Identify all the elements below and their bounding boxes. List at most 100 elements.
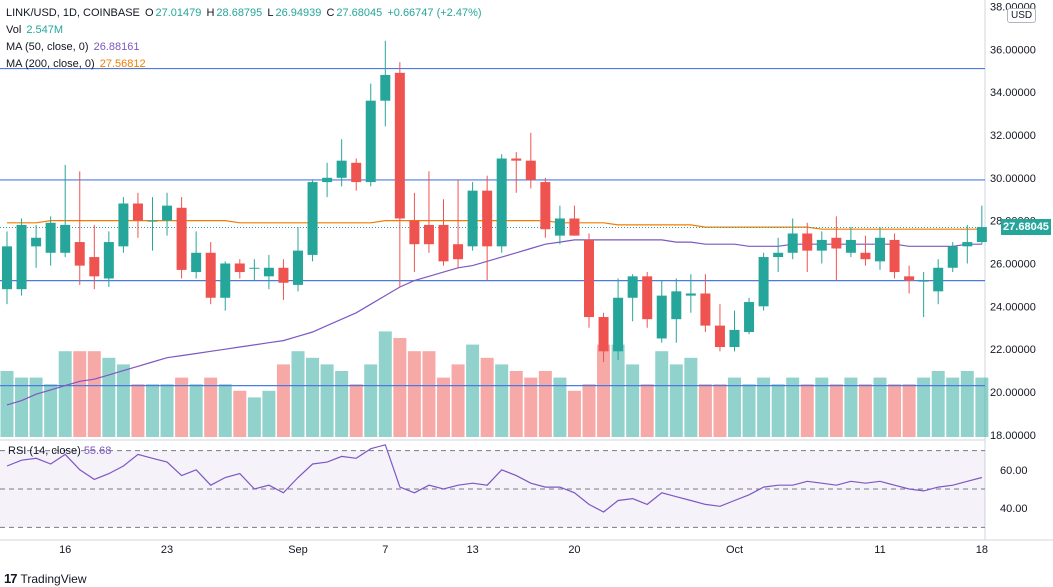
volume-bar	[306, 357, 320, 437]
volume-bar	[146, 384, 159, 437]
time-tick-label: Sep	[288, 544, 308, 556]
candle-body	[147, 220, 158, 222]
volume-bar	[87, 351, 101, 437]
candle-body	[2, 246, 12, 290]
candle-body	[453, 244, 464, 260]
candle-body	[176, 207, 187, 270]
volume-bar	[160, 384, 174, 437]
low-label: L	[267, 7, 274, 19]
tradingview-logo[interactable]: 17 TradingView	[4, 571, 87, 586]
tradingview-logo-text: TradingView	[20, 571, 87, 586]
candle-body	[205, 252, 216, 298]
candle-body	[423, 224, 434, 245]
rsi-pane	[0, 444, 985, 528]
candle-body	[584, 239, 594, 318]
candle-body	[976, 227, 987, 243]
rsi-tick-label: 40.00	[1000, 503, 1028, 515]
volume-bar	[495, 364, 509, 437]
price-tick-label: 32.00000	[990, 130, 1036, 142]
volume-bar	[276, 364, 290, 437]
volume-bar	[378, 331, 392, 437]
volume-bar	[597, 344, 611, 437]
candle-body	[962, 242, 973, 247]
axes: 38.0000036.0000034.0000032.0000030.00000…	[59, 1, 1036, 556]
volume-bars	[0, 331, 989, 437]
candle-body	[714, 325, 725, 348]
volume-bar	[626, 364, 640, 437]
symbol-label[interactable]: LINK/USD, 1D, COINBASE	[6, 7, 140, 19]
candle-body	[729, 329, 740, 348]
candle-body	[816, 239, 827, 251]
volume-bar	[960, 371, 974, 437]
candle-body	[103, 242, 114, 279]
ma50-value: 26.88161	[93, 41, 140, 53]
volume-bar	[131, 384, 145, 437]
volume-bar	[538, 371, 552, 437]
volume-bar	[669, 364, 683, 437]
candle-body	[613, 297, 624, 352]
candle-body	[773, 252, 784, 258]
candle-body	[16, 224, 27, 290]
volume-bar	[116, 364, 130, 437]
time-tick-label: 13	[466, 544, 478, 556]
candle-body	[132, 203, 143, 221]
legend-ohlc: LINK/USD, 1D, COINBASE O 27.01479 H 28.687…	[6, 6, 484, 20]
volume-bar	[786, 377, 800, 437]
candle-body	[947, 246, 958, 268]
high-value: 28.68795	[216, 7, 263, 19]
rsi-label: RSI (14, close)	[8, 445, 81, 457]
candle-body	[685, 293, 696, 296]
candle-body	[249, 267, 260, 269]
candle-body	[860, 252, 871, 260]
volume-bar	[771, 384, 785, 437]
tradingview-logo-icon: 17	[4, 571, 18, 586]
volume-bar	[320, 364, 334, 437]
volume-bar	[393, 338, 407, 437]
candle-body	[191, 252, 202, 273]
candle-body	[845, 239, 856, 253]
volume-bar	[233, 390, 247, 437]
volume-bar	[44, 384, 58, 437]
ma50-label: MA (50, close, 0)	[6, 41, 89, 53]
candle-body	[627, 276, 638, 298]
candle-body	[351, 162, 362, 183]
volume-bar	[844, 377, 858, 437]
volume-bar	[713, 384, 727, 437]
open-value: 27.01479	[155, 7, 202, 19]
volume-bar	[655, 351, 669, 437]
candle-body	[31, 237, 42, 247]
volume-bar	[29, 377, 43, 437]
candle-body	[933, 267, 944, 292]
candle-body	[642, 276, 653, 320]
volume-bar	[931, 371, 945, 437]
candle-body	[278, 267, 289, 283]
volume-bar	[102, 357, 116, 437]
time-tick-label: 11	[874, 544, 885, 556]
legend-volume[interactable]: Vol 2.547M	[6, 23, 65, 37]
volume-bar	[567, 390, 581, 437]
legend-ma200[interactable]: MA (200, close, 0) 27.56812	[6, 57, 148, 71]
volume-bar	[917, 377, 931, 437]
volume-bar	[829, 384, 843, 437]
vol-label: Vol	[6, 24, 22, 36]
candle-body	[307, 182, 318, 255]
vol-value: 2.547M	[26, 24, 64, 36]
volume-bar	[728, 377, 741, 437]
candle-body	[496, 158, 507, 247]
currency-button[interactable]: USD	[1007, 8, 1037, 23]
price-tick-label: 30.00000	[990, 173, 1036, 185]
volume-bar	[466, 344, 480, 437]
rsi-legend[interactable]: RSI (14, close) 55.68	[8, 445, 111, 457]
candle-body	[598, 317, 609, 352]
candle-body	[162, 205, 173, 221]
volume-bar	[946, 377, 960, 437]
candle-body	[671, 291, 682, 320]
rsi-tick-label: 60.00	[1000, 465, 1028, 477]
volume-bar	[73, 351, 87, 437]
candle-body	[394, 72, 405, 219]
rsi-value: 55.68	[83, 445, 112, 457]
volume-bar	[189, 384, 203, 437]
legend-ma50[interactable]: MA (50, close, 0) 26.88161	[6, 40, 142, 54]
candle-body	[74, 242, 85, 266]
